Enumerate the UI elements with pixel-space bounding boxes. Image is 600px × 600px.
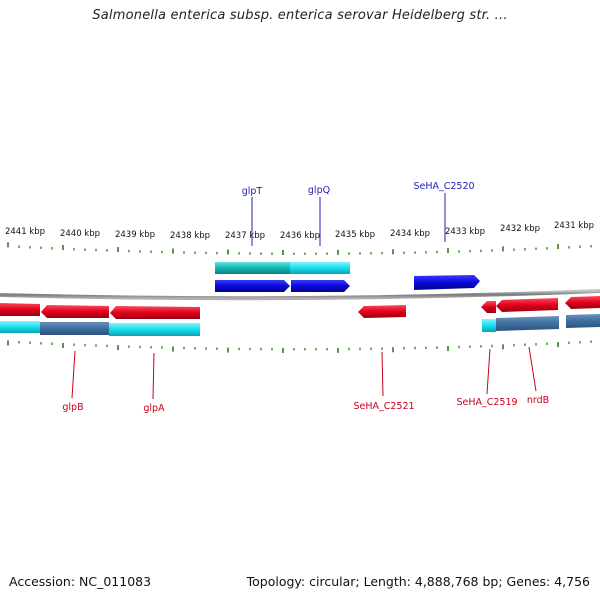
- glpB-gene-arrow[interactable]: [41, 305, 109, 318]
- forward-gene-labels: glpT glpQ SeHA_C2520: [242, 181, 475, 246]
- SeHA_C2520-gene-arrow[interactable]: [414, 275, 480, 290]
- forward-feature-track: [215, 262, 350, 274]
- gene-arrow[interactable]: [565, 296, 600, 309]
- scale-labels: 2441 kbp 2440 kbp 2439 kbp 2438 kbp 2437…: [5, 221, 594, 241]
- tick-marks-bottom: [7, 340, 592, 353]
- scale-label: 2434 kbp: [390, 229, 430, 239]
- glpQ-feature-bar[interactable]: [290, 262, 350, 274]
- genome-title: Salmonella enterica subsp. enterica sero…: [92, 8, 508, 23]
- scale-label: 2435 kbp: [335, 230, 375, 240]
- feature-bar[interactable]: [0, 321, 40, 333]
- glpB-feature-bar[interactable]: [40, 322, 109, 335]
- nrdB-gene-arrow[interactable]: [496, 298, 558, 312]
- scale-label: 2433 kbp: [445, 227, 485, 237]
- scale-label: 2432 kbp: [500, 224, 540, 234]
- SeHA_C2519-gene-arrow[interactable]: [481, 301, 496, 313]
- backbone-arc: [0, 289, 600, 301]
- scale-label: 2438 kbp: [170, 231, 210, 241]
- SeHA_C2521-leader-line: [381, 351, 384, 397]
- glpT-feature-bar[interactable]: [215, 262, 290, 274]
- glpA-feature-bar[interactable]: [109, 323, 200, 336]
- scale-label: 2440 kbp: [60, 229, 100, 239]
- scale-label: 2431 kbp: [554, 221, 594, 231]
- glpQ-label[interactable]: glpQ: [308, 185, 330, 196]
- reverse-feature-track: [0, 314, 600, 336]
- tick-marks-top: [7, 242, 592, 255]
- glpT-label[interactable]: glpT: [242, 186, 263, 197]
- SeHA_C2519-label[interactable]: SeHA_C2519: [456, 397, 517, 408]
- gene-arrow[interactable]: [0, 303, 40, 316]
- topology-summary: Topology: circular; Length: 4,888,768 bp…: [246, 574, 590, 589]
- scale-label: 2439 kbp: [115, 230, 155, 240]
- glpA-leader-line: [152, 352, 155, 400]
- glpQ-gene-arrow[interactable]: [291, 280, 350, 292]
- glpA-gene-arrow[interactable]: [110, 306, 200, 319]
- glpA-label[interactable]: glpA: [143, 403, 165, 414]
- reverse-gene-track: [0, 296, 600, 319]
- SeHA_C2520-label[interactable]: SeHA_C2520: [413, 181, 474, 192]
- nrdB-label[interactable]: nrdB: [527, 395, 549, 406]
- glpB-label[interactable]: glpB: [62, 402, 83, 413]
- feature-bar[interactable]: [566, 314, 600, 328]
- nrdB-feature-bar[interactable]: [496, 316, 559, 331]
- glpT-gene-arrow[interactable]: [215, 280, 290, 292]
- scale-label: 2436 kbp: [280, 231, 320, 241]
- glpB-leader-line: [71, 350, 76, 399]
- nrdB-leader-line: [528, 346, 537, 392]
- SeHA_C2521-gene-arrow[interactable]: [358, 305, 406, 318]
- scale-label: 2441 kbp: [5, 227, 45, 237]
- forward-gene-track: [215, 275, 480, 292]
- reverse-gene-labels: glpB glpA SeHA_C2521 SeHA_C2519 nrdB: [62, 346, 549, 414]
- accession-text: Accession: NC_011083: [9, 574, 152, 589]
- SeHA_C2519-leader-line: [486, 348, 491, 395]
- SeHA_C2521-label[interactable]: SeHA_C2521: [353, 401, 414, 412]
- scale-label: 2437 kbp: [225, 231, 265, 241]
- SeHA_C2519-feature-bar[interactable]: [482, 319, 496, 332]
